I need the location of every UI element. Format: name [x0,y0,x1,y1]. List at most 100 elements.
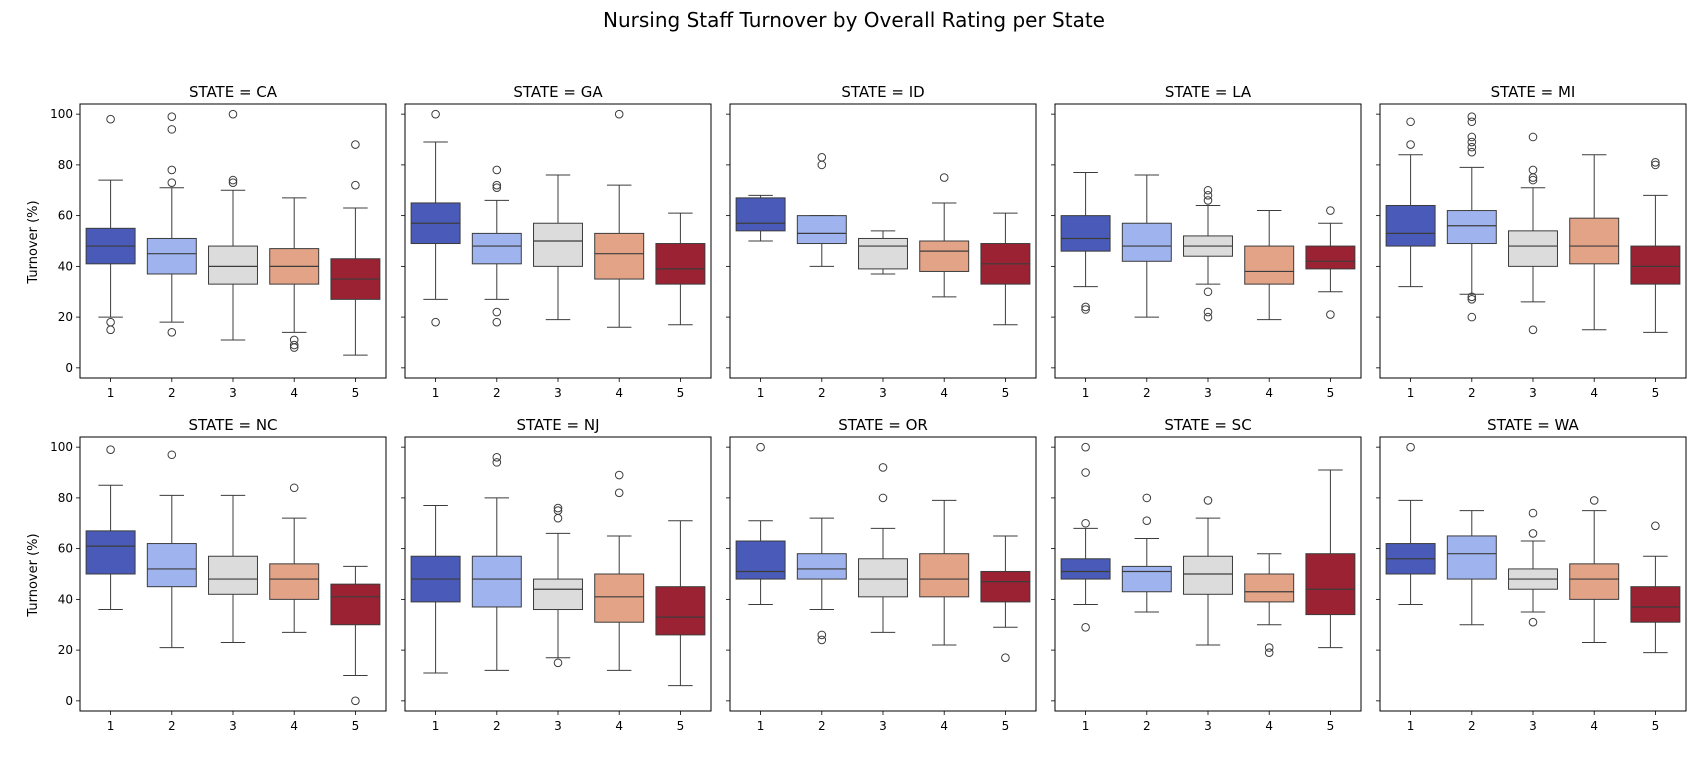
y-tick-label: 20 [58,643,73,657]
box-iqr [858,237,908,270]
panel: STATE = SC 1 2 3 4 5 [1051,416,1362,733]
outlier-point [817,152,827,162]
outlier-point [492,458,502,467]
box-3 [1508,508,1558,627]
box-iqr [1305,245,1356,270]
y-tick-label: 0 [65,361,73,375]
y-tick-label: 80 [58,491,73,505]
outlier-point [1406,442,1415,452]
outlier-point [1264,648,1274,657]
outlier-point [1467,147,1477,157]
box-4 [1244,553,1295,657]
outlier-point [614,488,624,498]
panel-title: STATE = WA [1487,416,1579,434]
x-tick-label: 1 [1407,719,1415,733]
x-tick-label: 4 [1265,719,1273,733]
box-3 [533,174,583,321]
x-tick-label: 3 [554,719,562,733]
panel: STATE = LA 1 2 3 4 5 [1051,83,1362,400]
outlier-point [1528,617,1538,627]
box-iqr [1446,535,1497,580]
x-tick-label: 5 [1652,386,1660,400]
panel-title: STATE = CA [189,83,278,101]
outlier-point [228,175,238,185]
box-iqr [533,578,583,611]
outlier-point [492,452,502,462]
x-tick-label: 1 [107,719,115,733]
box-2 [1121,493,1172,613]
x-tick-label: 3 [879,719,887,733]
outlier-point [1528,132,1538,142]
box-3 [208,109,258,341]
box-iqr [1121,565,1172,593]
outlier-point [1203,312,1213,322]
box-5 [1630,521,1681,654]
x-tick-label: 2 [168,719,176,733]
outlier-point [1528,175,1538,185]
box-4 [919,173,970,298]
box-iqr [208,245,258,285]
box-5 [1630,158,1681,333]
outlier-point [1467,112,1477,121]
outlier-point [878,463,888,472]
box-iqr [919,240,970,272]
box-iqr [1630,245,1681,285]
box-1 [735,442,786,605]
box-iqr [796,553,847,580]
x-tick-label: 5 [352,386,360,400]
panel-frame [79,436,387,712]
x-tick-label: 3 [229,719,237,733]
panel: STATE = ID 1 2 3 4 5 [726,83,1037,400]
box-5 [655,520,706,687]
outlier-point [1467,117,1477,127]
x-tick-label: 2 [168,386,176,400]
box-iqr [1244,245,1295,285]
outlier-point [1589,496,1599,505]
box-iqr [1569,217,1620,265]
box-iqr [1569,563,1620,600]
outlier-point [1081,468,1090,477]
box-iqr [1060,558,1111,580]
box-2 [146,112,197,337]
outlier-point [1467,295,1477,304]
outlier-point [1142,493,1152,503]
box-2 [1446,112,1497,322]
x-tick-label: 4 [1590,386,1598,400]
outlier-point [1203,287,1213,297]
box-iqr [655,586,706,636]
box-iqr [1305,553,1356,616]
box-4 [919,499,970,646]
outlier-point [1528,508,1538,518]
x-tick-label: 3 [229,386,237,400]
x-tick-label: 4 [940,386,948,400]
box-4 [269,483,320,633]
panel-title: STATE = SC [1164,416,1251,434]
box-1 [1060,172,1111,314]
outlier-point [553,513,563,523]
outlier-point [553,503,563,513]
x-tick-label: 3 [1204,719,1212,733]
outlier-point [1528,165,1538,175]
x-tick-label: 1 [107,386,115,400]
outlier-point [1528,529,1538,538]
y-tick-label: 20 [58,310,73,324]
box-iqr [1244,573,1295,603]
panel: STATE = OR 1 2 3 4 5 [726,416,1037,733]
outlier-point [939,173,949,182]
box-5 [1305,469,1356,649]
x-tick-label: 2 [818,719,826,733]
outlier-point [351,180,360,190]
box-iqr [919,553,970,598]
outlier-point [1203,307,1213,317]
outlier-point [106,445,115,454]
y-axis-label-top: Turnover (%) [26,200,41,284]
outlier-point [1406,140,1415,149]
box-4 [594,109,645,328]
box-5 [1305,206,1356,319]
box-iqr [1183,555,1233,595]
box-iqr [1630,586,1681,623]
x-tick-label: 1 [1082,719,1090,733]
box-iqr [208,555,258,595]
box-iqr [1508,230,1558,267]
